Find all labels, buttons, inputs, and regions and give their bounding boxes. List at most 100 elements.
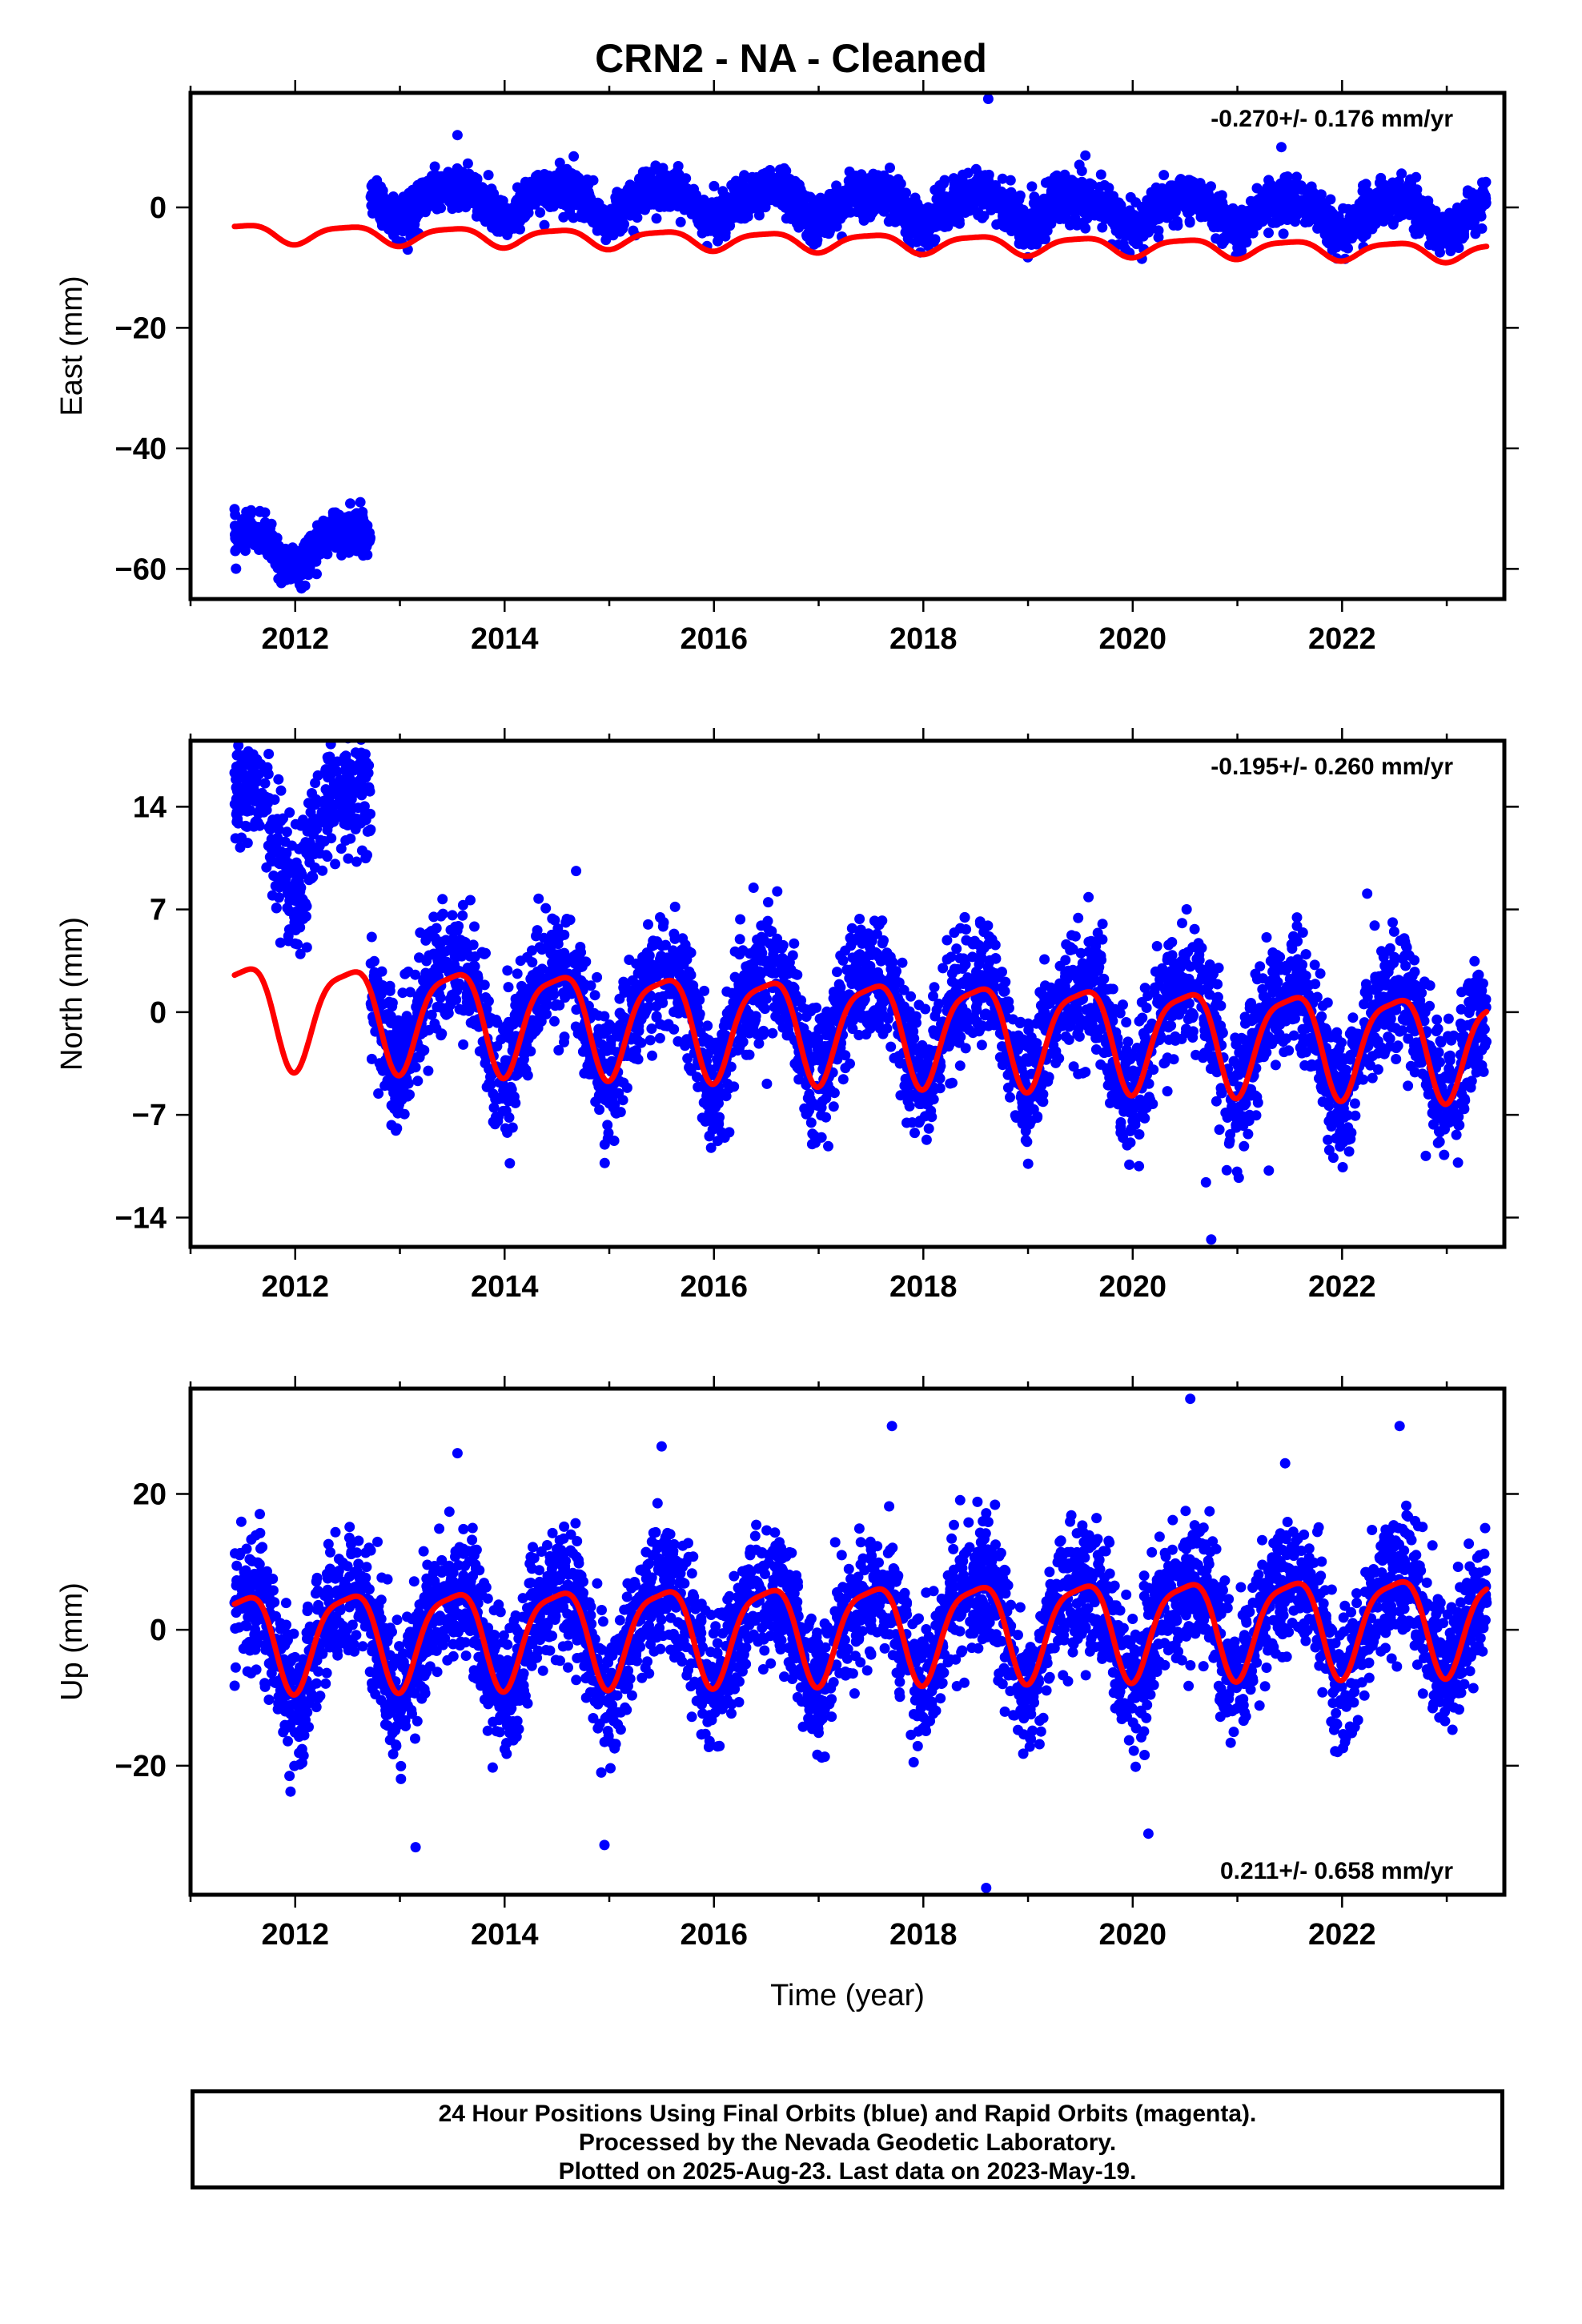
data-point [326,833,337,844]
data-point [1387,203,1398,214]
data-point [1183,175,1195,186]
data-point [358,533,369,544]
data-point [1331,242,1342,253]
data-point [337,718,347,729]
data-point [323,788,334,799]
data-point [592,220,603,231]
data-point [693,214,704,225]
data-point [897,214,908,225]
data-point [233,818,244,829]
data-point [554,157,565,168]
data-point [1459,229,1470,240]
data-point [310,778,321,789]
data-point [530,181,541,192]
data-point [514,214,525,225]
data-point [685,194,696,205]
frame-east [188,90,1507,601]
x-tick-label: 2012 [261,622,329,656]
data-point [346,794,357,805]
data-point [1097,222,1108,233]
data-point [490,223,501,235]
data-point [307,534,318,545]
data-point [254,820,265,831]
data-point [274,858,285,870]
data-point [1438,227,1449,239]
data-point [997,173,1008,184]
data-point [231,521,243,532]
data-point [1006,199,1017,210]
data-point [284,807,295,818]
data-point [569,175,580,187]
data-point [742,207,753,218]
data-point [668,189,679,199]
data-point [231,806,243,818]
data-point [1251,183,1263,194]
data-point [428,192,439,203]
data-point [1396,197,1407,208]
data-point [231,563,242,574]
data-point [484,207,495,218]
data-point [1185,184,1196,195]
data-point [1040,204,1051,215]
data-point [301,942,312,953]
data-point [1055,182,1066,193]
data-point [1174,199,1186,210]
data-point [483,170,494,181]
data-point [716,221,727,232]
data-point [310,862,320,873]
data-point [796,203,807,214]
data-point [954,218,965,229]
data-point [273,824,284,835]
data-point [1303,207,1314,218]
data-point [497,209,508,220]
data-point [356,753,367,764]
model-line-east [231,223,1490,266]
data-point [909,192,921,203]
data-point [1257,216,1268,227]
data-point [1349,1098,1360,1109]
data-point [1295,180,1307,191]
data-point [1367,196,1378,207]
data-point [320,765,331,776]
data-point [1202,187,1213,199]
data-point [1146,215,1157,227]
data-point [883,216,894,227]
data-point [724,211,735,222]
data-point [290,818,301,830]
data-point [460,191,471,202]
data-point [1158,170,1170,181]
data-point [1118,207,1130,218]
data-point [539,219,550,231]
data-point [757,193,768,204]
data-point [801,191,813,202]
data-point [1118,227,1129,239]
data-point [345,774,355,785]
data-point [1364,219,1375,231]
data-point [273,573,284,585]
data-point [271,903,282,914]
data-point [365,808,375,819]
data-point [1360,179,1371,190]
data-point [868,168,879,179]
data-point [1146,207,1158,218]
data-point [273,892,284,903]
data-point [350,823,361,834]
data-point [391,224,402,235]
data-point [600,215,612,226]
data-point [434,177,445,188]
data-point [1319,229,1331,240]
data-point [265,824,275,835]
y-tick-label: −20 [115,312,167,345]
data-point [329,779,340,790]
data-point [349,545,360,556]
data-point [568,151,580,162]
points-east [229,94,1492,594]
data-point [918,211,930,223]
data-point [281,826,292,838]
data-point [962,167,974,179]
data-point [1343,243,1353,254]
data-point [281,882,292,893]
data-point [311,569,322,580]
data-point [878,170,889,181]
data-point [1411,215,1422,226]
